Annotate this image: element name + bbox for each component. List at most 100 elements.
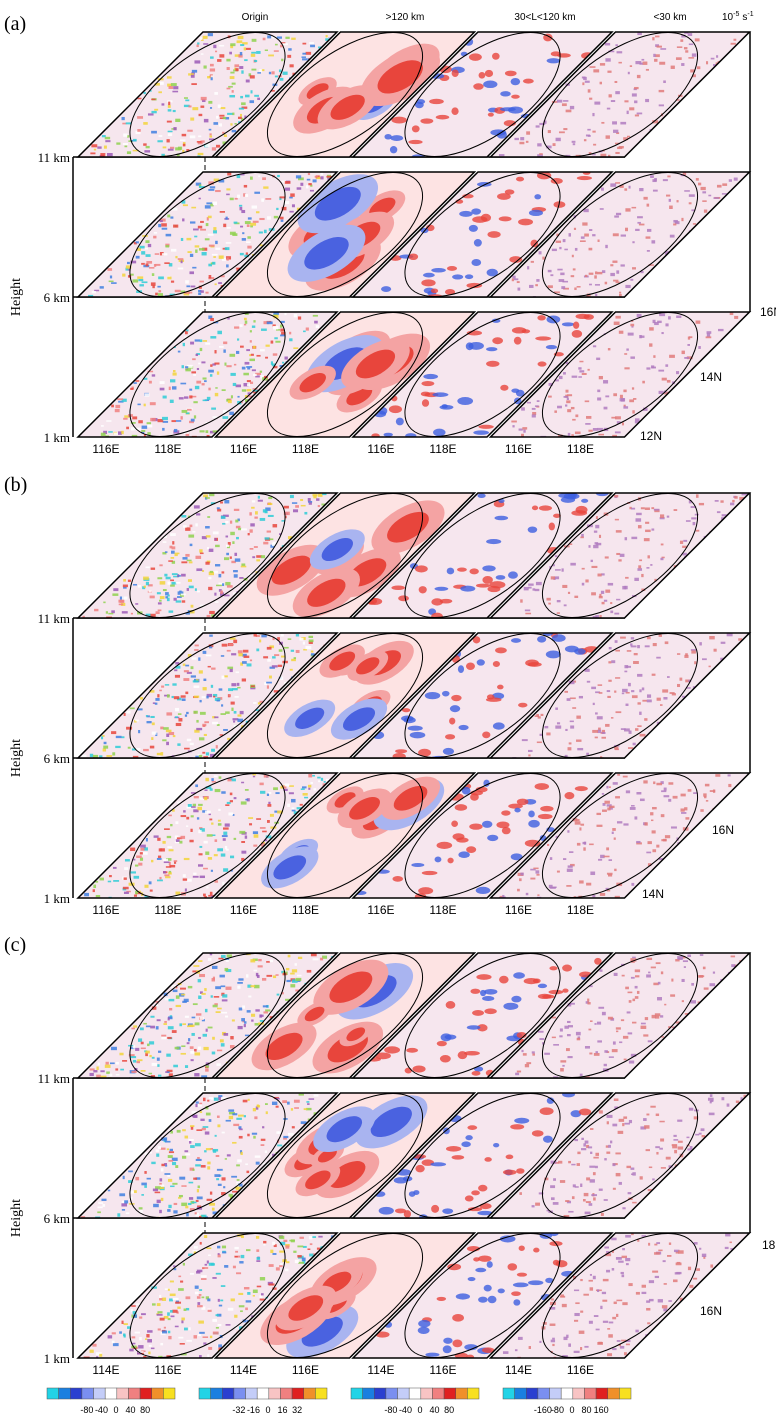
texture bbox=[156, 879, 163, 882]
texture bbox=[219, 211, 225, 213]
texture bbox=[700, 809, 704, 812]
texture bbox=[255, 211, 260, 214]
texture bbox=[654, 58, 658, 62]
texture bbox=[639, 559, 643, 562]
texture bbox=[677, 1146, 684, 1150]
texture bbox=[526, 131, 531, 135]
texture bbox=[588, 429, 593, 432]
texture bbox=[150, 715, 155, 719]
texture bbox=[661, 556, 665, 559]
texture bbox=[621, 692, 625, 695]
texture bbox=[154, 108, 159, 111]
texture bbox=[226, 545, 230, 549]
texture bbox=[619, 185, 624, 188]
texture bbox=[643, 407, 648, 411]
texture bbox=[202, 99, 206, 103]
texture bbox=[591, 592, 596, 596]
texture bbox=[594, 957, 602, 965]
texture bbox=[178, 574, 181, 577]
colorbar-cell bbox=[268, 1387, 281, 1400]
texture bbox=[267, 514, 274, 517]
texture bbox=[605, 887, 609, 890]
texture bbox=[559, 1180, 566, 1183]
texture bbox=[593, 1197, 596, 1201]
texture bbox=[634, 100, 638, 104]
texture bbox=[241, 840, 246, 843]
texture bbox=[145, 613, 151, 617]
colorbar-cell bbox=[572, 1387, 585, 1400]
texture bbox=[259, 827, 266, 829]
texture bbox=[681, 34, 686, 38]
texture bbox=[175, 420, 182, 422]
texture bbox=[391, 116, 407, 124]
texture bbox=[141, 1182, 147, 1186]
texture bbox=[182, 342, 186, 347]
texture bbox=[195, 1164, 201, 1167]
texture bbox=[286, 1261, 290, 1264]
texture bbox=[514, 137, 519, 141]
texture bbox=[598, 433, 605, 436]
texture bbox=[130, 260, 137, 264]
texture bbox=[654, 578, 657, 582]
texture bbox=[210, 995, 213, 998]
texture bbox=[601, 601, 605, 605]
colorbar-tick-label: -80 bbox=[551, 1405, 564, 1415]
texture bbox=[263, 774, 269, 778]
texture bbox=[192, 266, 197, 269]
texture bbox=[272, 636, 275, 641]
texture bbox=[308, 635, 314, 638]
level-label: 11 km bbox=[38, 150, 70, 165]
texture bbox=[537, 361, 547, 367]
texture bbox=[676, 46, 683, 48]
texture bbox=[100, 1070, 105, 1073]
texture bbox=[231, 1019, 235, 1022]
texture bbox=[194, 1285, 199, 1289]
texture bbox=[255, 1161, 260, 1165]
texture bbox=[212, 1004, 218, 1008]
texture bbox=[211, 407, 216, 410]
texture bbox=[143, 403, 146, 407]
texture bbox=[486, 539, 502, 545]
texture bbox=[188, 534, 195, 538]
texture bbox=[461, 786, 471, 795]
texture bbox=[241, 1018, 245, 1022]
texture bbox=[295, 707, 325, 729]
colorbar-cell bbox=[362, 1387, 375, 1400]
texture bbox=[593, 530, 598, 533]
texture bbox=[201, 1214, 207, 1218]
texture bbox=[253, 702, 257, 704]
texture bbox=[207, 233, 214, 236]
lon-label: 116E bbox=[367, 903, 394, 917]
colorbar-tick-label: 0 bbox=[569, 1405, 574, 1415]
texture bbox=[161, 1163, 166, 1167]
texture bbox=[243, 323, 247, 326]
texture bbox=[668, 1026, 671, 1029]
texture bbox=[123, 579, 126, 582]
texture bbox=[160, 726, 164, 730]
texture bbox=[583, 314, 594, 320]
texture bbox=[244, 221, 251, 225]
map-plane bbox=[490, 773, 750, 898]
texture bbox=[147, 584, 153, 587]
texture bbox=[212, 1331, 219, 1335]
texture bbox=[710, 1264, 714, 1268]
texture bbox=[681, 217, 684, 222]
texture bbox=[164, 551, 168, 553]
lon-label: 116E bbox=[230, 903, 257, 917]
texture bbox=[562, 988, 569, 993]
texture bbox=[452, 1313, 464, 1322]
texture bbox=[192, 680, 199, 683]
texture bbox=[255, 1235, 260, 1239]
texture bbox=[727, 774, 731, 777]
texture bbox=[263, 1240, 267, 1244]
texture bbox=[590, 1151, 593, 1154]
texture bbox=[656, 697, 661, 701]
texture bbox=[520, 137, 525, 141]
texture bbox=[206, 217, 209, 221]
texture bbox=[640, 1022, 646, 1025]
texture bbox=[314, 320, 318, 324]
texture bbox=[213, 256, 216, 258]
texture bbox=[201, 536, 207, 540]
texture bbox=[223, 1033, 229, 1036]
texture bbox=[209, 107, 213, 109]
